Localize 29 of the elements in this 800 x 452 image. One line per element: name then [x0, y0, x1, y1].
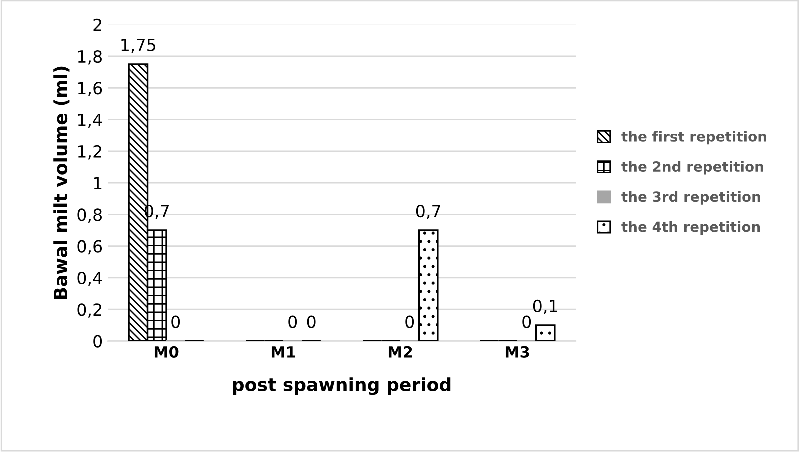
data-label: 0: [307, 316, 316, 328]
x-tick-label: M0: [154, 346, 179, 358]
legend-label: the first repetition: [622, 131, 766, 145]
y-tick-label: 0,8: [78, 208, 102, 223]
data-label: 0: [406, 316, 414, 328]
x-tick-label: M1: [272, 346, 296, 358]
y-tick-label: 1: [94, 177, 102, 190]
x-tick-label: M2: [388, 346, 412, 358]
y-tick-label: 0: [94, 335, 102, 348]
y-tick-label: 1,8: [78, 50, 102, 65]
data-label: 1,75: [122, 39, 156, 54]
legend-label: the 4th repetition: [622, 222, 760, 235]
x-tick-label: M3: [506, 346, 530, 358]
y-tick-label: 0,6: [78, 240, 102, 255]
data-label: 0: [172, 316, 180, 328]
y-tick-label: 1,4: [78, 114, 102, 128]
legend-label: the 2nd repetition: [622, 161, 764, 175]
x-axis-title: post spawning period: [233, 378, 451, 396]
y-axis-title: Bawal milt volume (ml): [54, 66, 70, 300]
data-label: 0,1: [533, 300, 558, 314]
y-tick-label: 1,6: [78, 82, 102, 96]
data-label: 0,7: [416, 204, 440, 220]
y-tick-label: 2: [94, 18, 102, 32]
y-tick-label: 0,4: [78, 272, 102, 286]
legend-label: the 3rd repetition: [622, 191, 760, 205]
data-label: 0: [288, 316, 298, 328]
data-label: 0: [522, 316, 532, 328]
y-tick-label: 0,2: [78, 304, 102, 318]
y-tick-label: 1,2: [78, 145, 102, 160]
